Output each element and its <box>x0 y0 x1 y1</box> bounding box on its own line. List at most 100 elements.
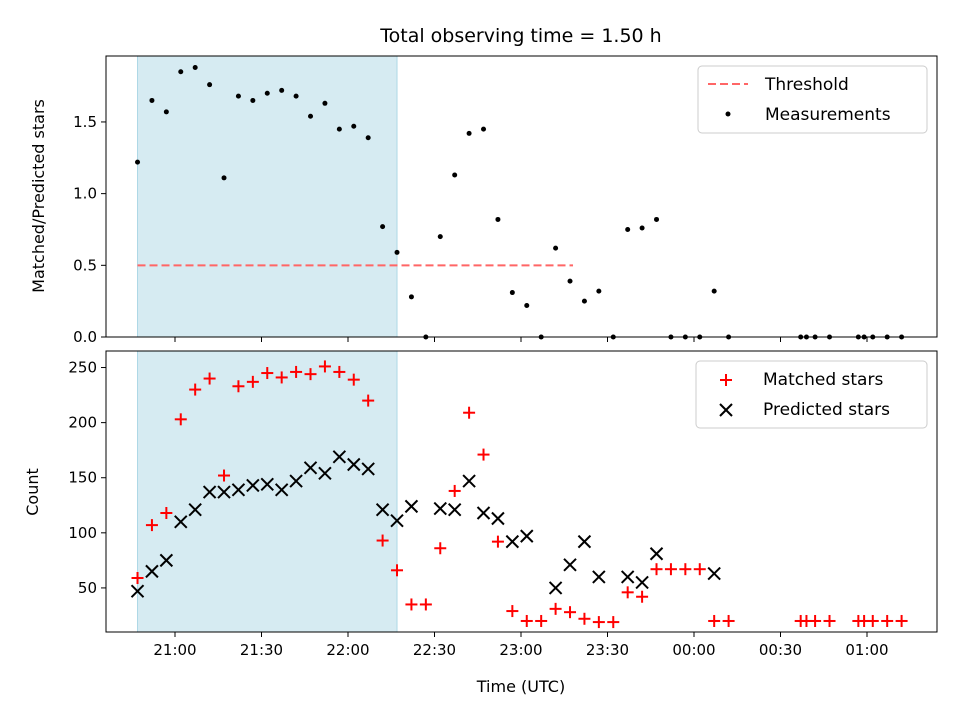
measurement-point <box>178 69 184 75</box>
matched-stars-point <box>463 406 476 419</box>
matched-stars-point <box>448 484 461 497</box>
predicted-stars-point <box>476 506 491 520</box>
matched-stars-point <box>434 542 447 555</box>
top-y-axis-label: Matched/Predicted stars <box>29 99 48 293</box>
x-axis-label: Time (UTC) <box>476 677 565 696</box>
top-plot-content <box>135 55 905 340</box>
x-tick-label: 01:00 <box>845 641 888 659</box>
predicted-stars-point <box>130 584 145 598</box>
predicted-stars-point <box>563 558 577 572</box>
matched-stars-point <box>477 448 490 461</box>
x-tick-label: 23:30 <box>586 641 629 659</box>
measurement-point <box>235 93 241 99</box>
measurement-point <box>365 135 371 141</box>
measurement-point <box>654 216 660 222</box>
bottom-y-tick-label: 150 <box>68 469 97 487</box>
measurement-point <box>293 93 299 99</box>
x-tick-label: 00:00 <box>672 641 715 659</box>
top-y-tick-label: 0.0 <box>73 328 97 346</box>
measurement-point <box>437 234 443 240</box>
legend-matched-marker <box>720 374 732 386</box>
predicted-stars-point <box>145 564 159 579</box>
measurement-point <box>509 290 515 296</box>
matched-stars-point <box>866 614 879 627</box>
predicted-stars-point <box>174 515 188 529</box>
matched-stars-point <box>664 563 677 576</box>
measurement-point <box>524 302 530 308</box>
predicted-stars-point <box>390 513 404 528</box>
measurement-point <box>322 100 328 106</box>
predicted-stars-point <box>577 534 592 549</box>
predicted-stars-point <box>332 450 347 464</box>
matched-stars-point <box>722 614 735 627</box>
predicted-stars-point <box>217 485 231 499</box>
predicted-stars-point <box>361 462 375 476</box>
matched-stars-point <box>246 375 259 388</box>
matched-stars-point <box>549 602 562 615</box>
matched-stars-point <box>578 612 591 625</box>
matched-stars-point <box>275 371 288 384</box>
top-legend-box <box>697 65 928 134</box>
matched-stars-point <box>405 598 418 611</box>
bottom-plot-content <box>130 350 908 633</box>
bottom-panel: 50 100 150 200 250 21:00 21:30 22:00 22:30 23:00… <box>23 350 938 659</box>
bottom-y-tick-label: 250 <box>68 359 97 377</box>
measurement-point <box>308 113 314 119</box>
top-y-tick-label: 1.0 <box>73 185 97 203</box>
matched-stars-point <box>160 506 173 519</box>
matched-stars-point <box>607 616 620 629</box>
predicted-stars-point <box>649 547 664 561</box>
matched-stars-point <box>506 605 519 618</box>
matched-stars-point <box>535 614 548 627</box>
matched-stars-point <box>376 534 389 547</box>
matched-stars-point <box>261 367 274 380</box>
top-y-tick-label: 0.5 <box>73 256 97 274</box>
matched-stars-point <box>333 365 346 378</box>
measurement-point <box>408 294 414 300</box>
predicted-stars-point <box>260 477 274 492</box>
measurement-point <box>394 249 400 255</box>
bottom-highlight-span <box>137 350 398 633</box>
measurement-point <box>596 288 602 294</box>
x-tick-label: 22:30 <box>413 641 456 659</box>
measurement-point <box>567 278 573 284</box>
legend-matched-label: Matched stars <box>763 370 883 390</box>
predicted-stars-point <box>592 570 606 584</box>
matched-stars-point <box>636 590 649 603</box>
legend-measurements-label: Measurements <box>765 105 891 125</box>
matched-stars-point <box>347 373 360 386</box>
matched-stars-point <box>823 614 836 627</box>
top-y-ticks: 0.0 0.5 1.0 1.5 <box>73 113 106 346</box>
predicted-stars-point <box>246 478 260 493</box>
predicted-stars-point <box>375 502 390 517</box>
matched-stars-point <box>174 413 187 426</box>
matched-stars-point <box>189 383 202 396</box>
matched-stars-point <box>419 598 432 611</box>
matched-stars-point <box>809 614 822 627</box>
predicted-stars-point <box>505 534 520 549</box>
measurement-point <box>279 87 285 93</box>
top-panel: 0.0 0.5 1.0 1.5 Matched/Predicted stars Thr… <box>29 55 938 346</box>
legend-predicted-label: Predicted stars <box>763 400 890 420</box>
measurement-point <box>452 172 458 178</box>
predicted-stars-point <box>318 466 332 481</box>
predicted-stars-point <box>159 553 174 568</box>
x-tick-label: 22:00 <box>326 641 369 659</box>
bottom-legend-box <box>695 360 928 429</box>
matched-stars-point <box>693 563 706 576</box>
matched-stars-point <box>564 606 577 619</box>
matched-stars-point <box>304 368 317 381</box>
measurement-point <box>149 97 155 103</box>
measurement-point <box>163 109 169 115</box>
predicted-stars-point <box>635 575 649 590</box>
x-tick-label: 21:00 <box>153 641 196 659</box>
matched-stars-point <box>391 564 404 577</box>
predicted-stars-point <box>520 529 534 543</box>
measurement-point <box>336 126 342 132</box>
measurement-point <box>581 298 587 304</box>
bottom-y-ticks: 50 100 150 200 250 <box>68 359 106 597</box>
matched-stars-point <box>203 372 216 385</box>
measurement-point <box>481 126 487 132</box>
measurement-point <box>135 159 141 165</box>
